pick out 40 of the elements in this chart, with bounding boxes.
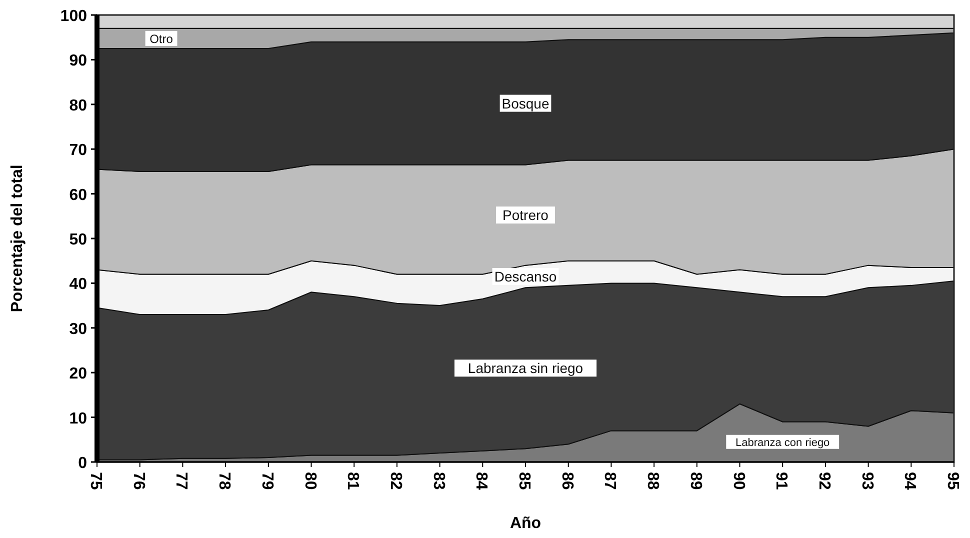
series-label: Descanso <box>494 268 557 285</box>
y-tick-label: 100 <box>60 8 88 25</box>
x-tick-label: 89 <box>686 472 704 490</box>
y-tick-label: 30 <box>69 320 88 338</box>
x-tick-label: 86 <box>558 472 576 490</box>
x-tick-label: 84 <box>472 472 490 490</box>
x-axis-title: Año <box>510 515 542 532</box>
x-tick-label: 75 <box>87 472 104 490</box>
x-tick-label: 80 <box>301 472 318 490</box>
y-tick-label: 50 <box>69 232 88 248</box>
x-tick-label: 81 <box>344 472 362 490</box>
x-tick-label: 85 <box>516 472 532 490</box>
y-tick-label: 60 <box>69 186 88 204</box>
y-tick-label: 40 <box>69 276 88 294</box>
x-tick-label: 92 <box>815 472 832 490</box>
series-label: Otro <box>150 32 174 46</box>
x-tick-label: 87 <box>601 472 618 490</box>
series-label: Potrero <box>502 207 549 224</box>
series-label: Labranza sin riego <box>468 360 584 376</box>
x-tick-label: 94 <box>901 472 918 490</box>
series-label: Bosque <box>502 95 550 112</box>
series-label: Labranza con riego <box>736 436 830 449</box>
x-tick-label: 83 <box>430 472 447 490</box>
y-tick-label: 10 <box>69 410 88 428</box>
x-tick-label: 90 <box>730 472 747 490</box>
x-tick-label: 77 <box>172 472 190 490</box>
y-tick-label: 90 <box>69 52 88 70</box>
x-tick-label: 91 <box>772 472 790 490</box>
x-tick-label: 78 <box>216 472 233 490</box>
x-tick-label: 76 <box>130 472 147 490</box>
y-tick-label: 0 <box>78 455 88 472</box>
y-tick-label: 20 <box>69 366 88 383</box>
x-tick-label: 88 <box>644 472 662 490</box>
y-tick-label: 80 <box>69 97 88 114</box>
x-tick-label: 82 <box>386 472 404 490</box>
x-tick-label: 93 <box>858 472 876 490</box>
y-tick-label: 70 <box>69 142 88 160</box>
x-tick-label: 95 <box>944 472 961 490</box>
y-axis-title: Porcentaje del total <box>9 164 26 312</box>
x-tick-label: 79 <box>258 472 276 490</box>
